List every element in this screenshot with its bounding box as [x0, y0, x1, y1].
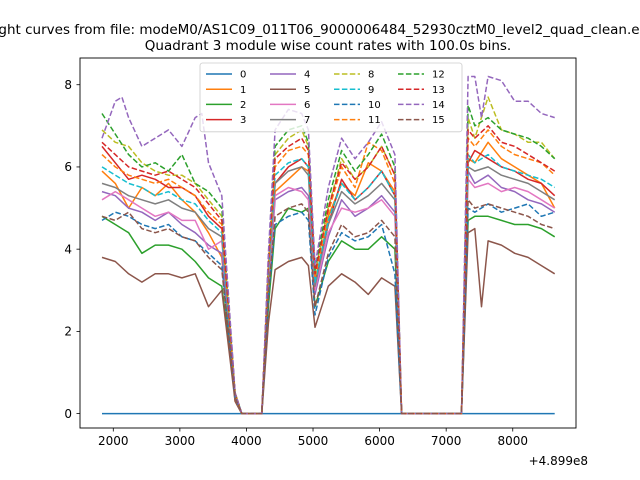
legend-label-3: 3 — [240, 115, 246, 126]
y-tick-label: 8 — [64, 78, 72, 92]
series-line-6 — [101, 178, 556, 415]
legend-label-10: 10 — [368, 100, 381, 111]
x-axis-ticks: 2000 3000 4000 5000 6000 7000 8000 — [98, 428, 528, 448]
series-line-9 — [101, 153, 556, 415]
series-line-15 — [101, 199, 555, 415]
legend-label-14: 14 — [432, 100, 445, 111]
series-layer — [101, 75, 556, 415]
y-tick-label: 0 — [64, 407, 72, 421]
legend-label-0: 0 — [240, 70, 246, 81]
series-line-4 — [101, 170, 556, 415]
y-axis-ticks: 0 2 4 6 8 — [64, 78, 80, 421]
x-offset-label: +4.899e8 — [529, 454, 588, 468]
legend-label-15: 15 — [432, 115, 445, 126]
x-tick-label: 4000 — [231, 434, 262, 448]
y-tick-label: 2 — [64, 325, 72, 339]
legend-label-7: 7 — [304, 115, 310, 126]
series-line-12 — [101, 104, 556, 415]
legend-label-5: 5 — [304, 85, 310, 96]
legend-label-11: 11 — [368, 115, 381, 126]
chart-title: Quadrant 3 module wise count rates with … — [145, 38, 511, 54]
x-tick-label: 8000 — [497, 434, 528, 448]
legend-label-4: 4 — [304, 70, 310, 81]
x-tick-label: 6000 — [364, 434, 395, 448]
legend-label-2: 2 — [240, 100, 246, 111]
legend-label-6: 6 — [304, 100, 310, 111]
y-tick-label: 4 — [64, 242, 72, 256]
legend-label-13: 13 — [432, 85, 445, 96]
series-line-5 — [101, 227, 556, 415]
legend-label-12: 12 — [432, 70, 445, 81]
y-tick-label: 6 — [64, 160, 72, 174]
x-tick-label: 3000 — [165, 434, 196, 448]
x-tick-label: 5000 — [298, 434, 329, 448]
plot-area-frame — [79, 57, 577, 429]
legend-box — [199, 62, 463, 133]
legend-label-9: 9 — [368, 85, 374, 96]
series-line-8 — [101, 96, 556, 415]
x-tick-label: 2000 — [98, 434, 129, 448]
legend-label-1: 1 — [240, 85, 246, 96]
series-line-13 — [101, 125, 556, 415]
x-tick-label: 7000 — [431, 434, 462, 448]
legend-label-8: 8 — [368, 70, 374, 81]
chart-suptitle: Light curves from file: modeM0/AS1C09_01… — [0, 22, 640, 38]
series-line-10 — [101, 203, 555, 415]
